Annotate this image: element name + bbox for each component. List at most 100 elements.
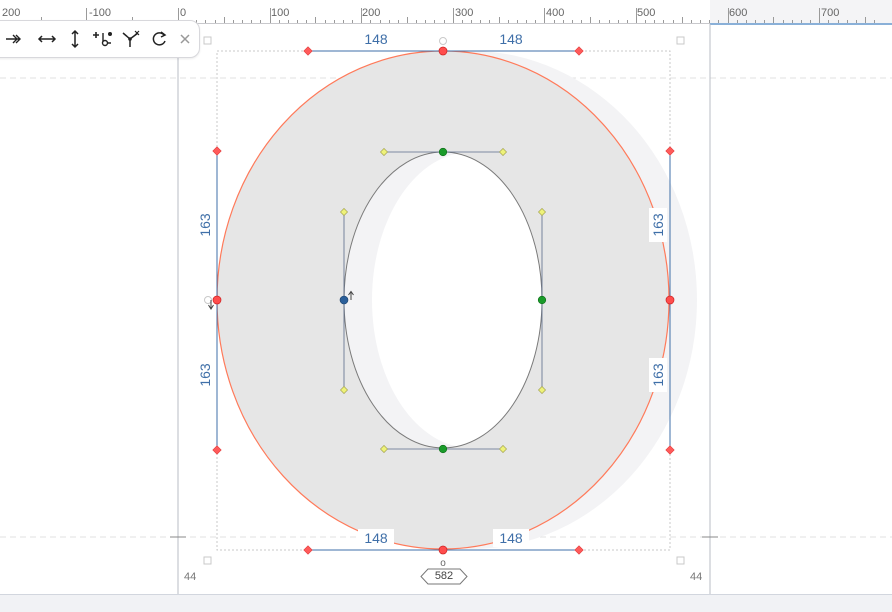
inner-bezier-handle[interactable] [499,148,507,156]
ruler-tick [416,20,417,24]
dimension-label-bg [358,529,394,547]
ruler-tick [645,20,646,24]
ruler-tick [352,20,353,24]
inner-bezier-handle[interactable] [499,445,507,453]
dim-right-lower: 163 [650,363,666,387]
ruler-label: 600 [729,7,748,19]
outer-bezier-handle[interactable] [303,545,313,555]
more-tools-button[interactable] [3,29,23,49]
dim-top-left: 148 [364,31,388,47]
dimension-label-bg [649,358,667,392]
ruler-tick [434,20,435,24]
ruler-tick [297,20,298,24]
outer-node[interactable] [438,545,448,555]
bounds-handle[interactable] [676,36,685,45]
ruler-tick [847,20,848,24]
split-path-icon [122,30,140,47]
ruler-tick [279,20,280,24]
dimension-label-bg [649,208,667,242]
ruler-label: 300 [455,7,474,19]
outer-bezier-handle[interactable] [665,146,675,156]
ruler-tick [425,20,426,24]
inner-bezier-handle[interactable] [340,208,348,216]
close-toolbar-button[interactable] [175,29,195,49]
bounds-handle[interactable] [203,556,212,565]
ruler-tick [517,20,518,24]
rotate-icon [152,31,167,46]
split-path-button[interactable] [121,29,141,49]
ruler-tick [233,20,234,24]
ruler-tick [856,20,857,24]
bounds-handle[interactable] [203,36,212,45]
ruler-label: 100 [271,7,290,19]
more-tools-icon [6,34,21,44]
bounds-handle[interactable] [439,37,447,45]
outer-node[interactable] [665,295,675,305]
bounds-handle[interactable] [204,296,212,304]
advance-width-badge[interactable]: 582 [420,568,468,585]
flip-horizontal-button[interactable] [37,29,57,49]
ruler-tick [618,20,619,24]
bounds-handle[interactable] [676,556,685,565]
outer-bezier-handle[interactable] [212,146,222,156]
outer-bezier-handle[interactable] [574,545,584,555]
inner-node[interactable] [438,147,448,157]
flip-vertical-button[interactable] [65,29,85,49]
dim-left-upper: 163 [197,213,213,237]
ruler-tick [663,20,664,24]
ruler-tick [792,20,793,24]
outer-bezier-handle[interactable] [212,445,222,455]
ruler-tick [270,8,271,24]
ruler-label: 200 [362,7,381,19]
right-sidebearing-value[interactable]: 44 [690,571,703,583]
ruler-tick [627,20,628,24]
flip-vertical-icon [71,29,79,49]
ruler-tick [773,17,774,24]
inner-bezier-handle[interactable] [380,148,388,156]
ruler-tick [810,20,811,24]
ruler-tick [86,8,87,24]
ruler-tick [819,8,820,24]
ruler-tick [755,20,756,24]
ruler-tick [380,20,381,24]
start-node[interactable] [339,295,349,305]
add-point-button[interactable] [93,29,113,49]
outer-bezier-handle[interactable] [303,46,313,56]
glyph-o-fill[interactable] [217,51,669,549]
ruler-tick [205,20,206,24]
ruler-tick [590,17,591,24]
ruler-tick [407,17,408,24]
ruler-tick [746,20,747,24]
left-sidebearing-value[interactable]: 44 [184,571,197,583]
dim-top-right: 148 [499,31,523,47]
outer-bezier-handle[interactable] [665,445,675,455]
inner-node[interactable] [537,295,547,305]
inner-bezier-handle[interactable] [340,386,348,394]
ruler-tick [260,20,261,24]
outer-node[interactable] [212,295,222,305]
inner-bezier-handle[interactable] [538,386,546,394]
ruler-tick [700,20,701,24]
ruler-tick [865,17,866,24]
ruler-tick [828,20,829,24]
inner-bezier-handle[interactable] [538,208,546,216]
ruler-border [0,23,892,24]
ruler-tick [251,20,252,24]
dim-bottom-left: 148 [364,530,388,546]
ruler-label: -100 [89,7,112,19]
path-direction-icon [208,300,214,310]
add-point-icon [93,32,112,47]
ruler-tick [691,20,692,24]
ruler-tick [370,20,371,24]
inner-node[interactable] [438,444,448,454]
ruler-tick [462,20,463,24]
ruler-tick [178,8,179,24]
outer-node[interactable] [438,46,448,56]
dimension-label-bg [196,208,214,242]
rotate-button[interactable] [149,29,169,49]
ruler-tick [334,20,335,24]
dimension-label-bg [358,30,394,48]
inner-bezier-handle[interactable] [380,445,388,453]
outer-bezier-handle[interactable] [574,46,584,56]
